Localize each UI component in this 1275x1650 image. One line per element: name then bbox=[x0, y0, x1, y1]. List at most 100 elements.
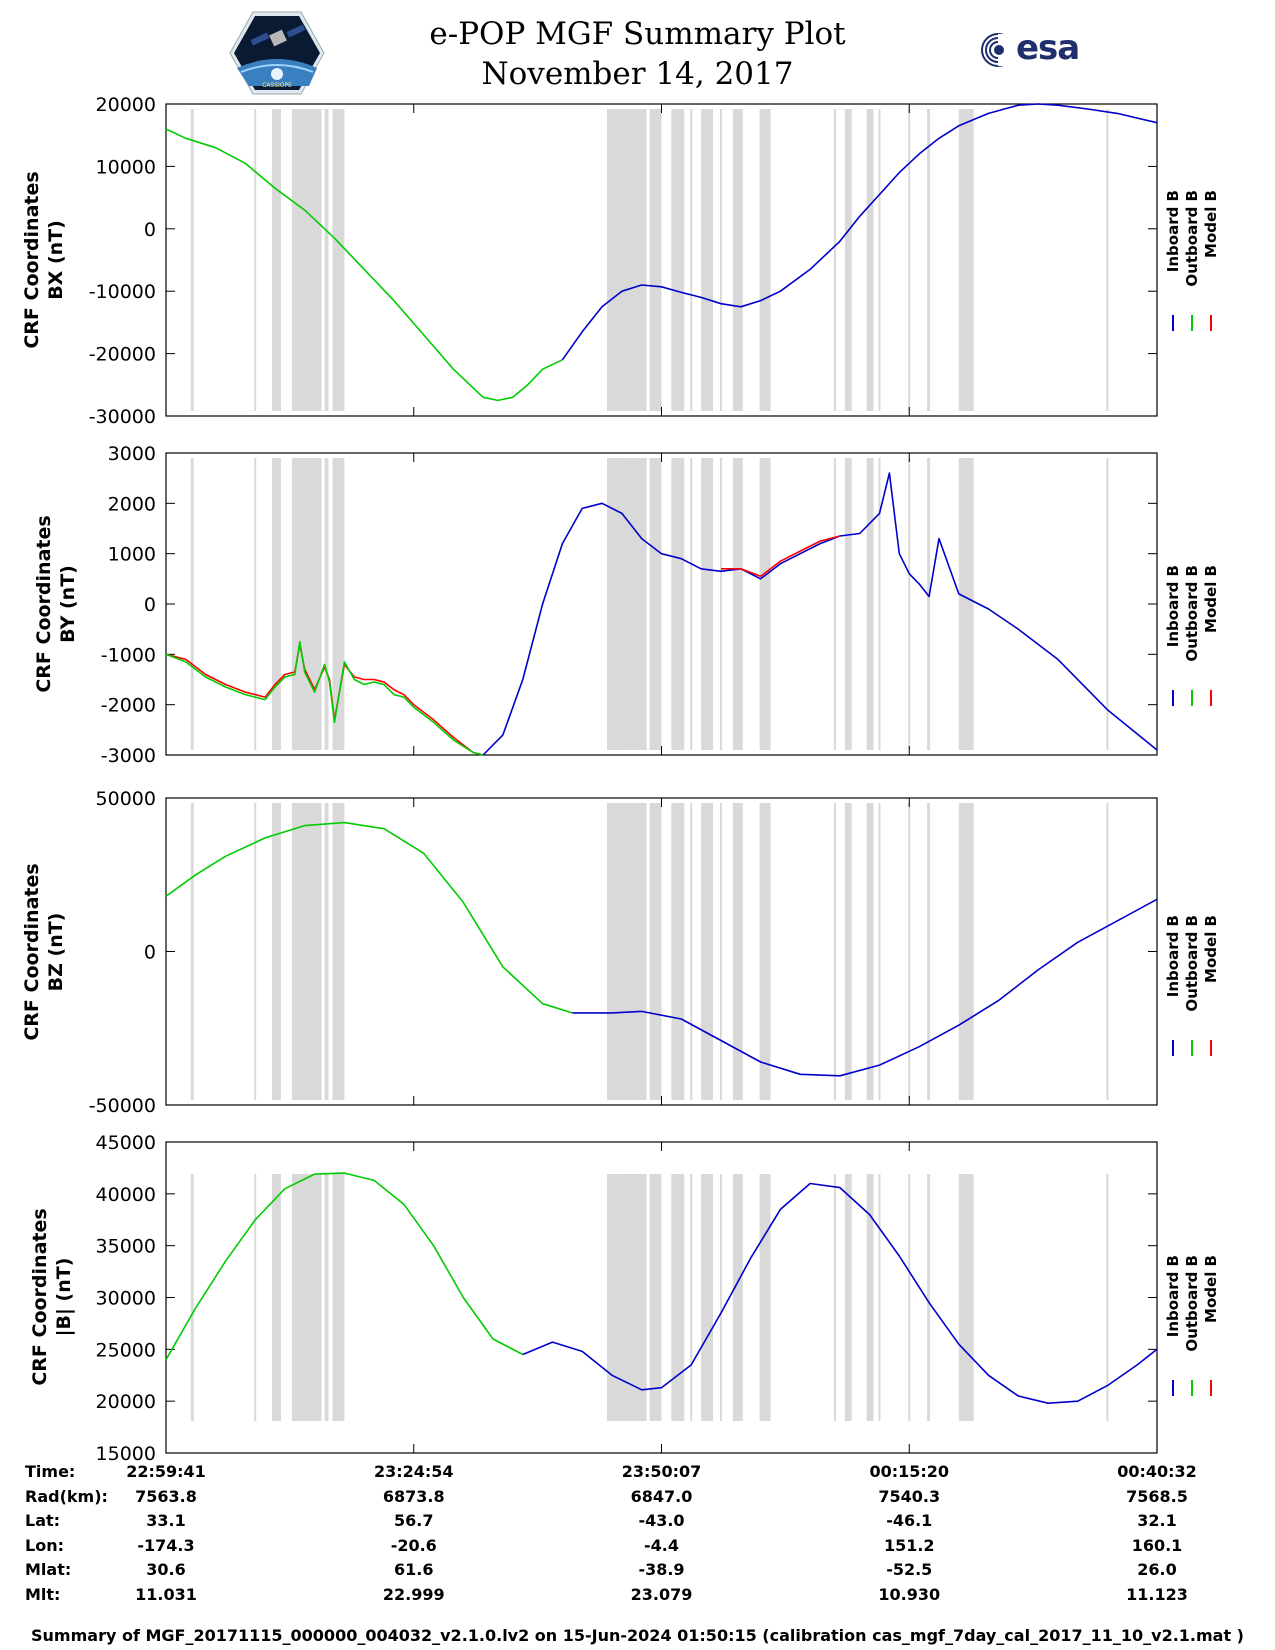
info-cell: 11.031 bbox=[135, 1584, 197, 1604]
y-axis-label-line1: CRF Coordinates bbox=[21, 863, 43, 1040]
info-cell: -43.0 bbox=[638, 1511, 685, 1530]
info-row-label: Lat: bbox=[25, 1511, 61, 1530]
plot-title-main: e-POP MGF Summary Plot bbox=[429, 16, 846, 52]
data-gap-band bbox=[272, 803, 281, 1100]
y-tick-label: -30000 bbox=[89, 406, 156, 428]
data-gap-band bbox=[190, 803, 194, 1100]
series-model-b-overlay bbox=[721, 535, 841, 578]
series-outboard-b bbox=[165, 1172, 524, 1361]
series-model-b bbox=[165, 643, 484, 756]
data-gap-band bbox=[649, 803, 662, 1100]
data-gap-band bbox=[866, 109, 874, 411]
y-tick-label: 1000 bbox=[108, 544, 156, 566]
plot-title-date: November 14, 2017 bbox=[481, 56, 794, 92]
data-gap-band bbox=[760, 109, 771, 411]
info-cell: 30.6 bbox=[146, 1560, 186, 1579]
y-axis-label-line1: CRF Coordinates bbox=[33, 515, 55, 692]
data-gap-band bbox=[844, 109, 852, 411]
data-gap-band bbox=[324, 803, 329, 1100]
y-tick-label: -1000 bbox=[101, 644, 156, 666]
cassiope-logo-text: CASSIOPE bbox=[262, 82, 292, 89]
panel-3: 50000 0 -50000 CRF Coordinates BZ (nT) Inboar… bbox=[21, 788, 1220, 1117]
series-inboard-b bbox=[522, 1182, 1158, 1404]
info-cell: 7563.8 bbox=[135, 1486, 197, 1506]
legend: Inboard B Outboard B Model B bbox=[1164, 565, 1220, 706]
y-tick-label: 20000 bbox=[96, 94, 156, 116]
info-cell: 22:59:41 bbox=[126, 1462, 206, 1481]
legend: Inboard B Outboard B Model B bbox=[1164, 1255, 1220, 1396]
data-gap-band bbox=[760, 803, 771, 1100]
data-gap-band bbox=[701, 803, 714, 1100]
data-gap-band bbox=[701, 109, 714, 411]
cassiope-satellite-logo: CASSIOPE bbox=[229, 10, 325, 96]
info-cell: 160.1 bbox=[1131, 1535, 1183, 1555]
legend: Inboard B Outboard B Model B bbox=[1164, 915, 1220, 1056]
data-gap-band bbox=[190, 109, 194, 411]
y-tick-label: 0 bbox=[144, 594, 156, 616]
info-cell: 00:15:20 bbox=[869, 1462, 950, 1481]
y-axis-label-line1: CRF Coordinates bbox=[21, 171, 43, 348]
info-row-label: Mlat: bbox=[25, 1560, 72, 1579]
data-gap-band bbox=[732, 109, 743, 411]
info-cell: -174.3 bbox=[137, 1535, 195, 1555]
legend-label: Inboard B bbox=[1164, 190, 1182, 272]
info-row-label: Lon: bbox=[25, 1535, 64, 1555]
info-cell: 61.6 bbox=[394, 1560, 434, 1579]
legend-label: Model B bbox=[1202, 915, 1220, 983]
info-cell: 23:50:07 bbox=[621, 1462, 702, 1481]
y-tick-label: -10000 bbox=[89, 281, 156, 303]
series-inboard-b bbox=[482, 472, 1158, 756]
info-cell: 7540.3 bbox=[878, 1486, 941, 1506]
data-gap-band bbox=[272, 1174, 281, 1421]
series-inboard-b bbox=[561, 103, 1158, 361]
info-cell: 23.079 bbox=[630, 1584, 693, 1604]
data-gap-band bbox=[701, 458, 714, 750]
data-gap-band bbox=[927, 803, 931, 1100]
y-tick-label: 15000 bbox=[96, 1443, 156, 1462]
info-cell: 23:24:54 bbox=[373, 1462, 454, 1481]
y-tick-label: 25000 bbox=[96, 1339, 156, 1361]
info-row-label: Rad(km): bbox=[25, 1486, 108, 1506]
info-cell: -4.4 bbox=[644, 1535, 679, 1555]
data-gap-band bbox=[332, 803, 345, 1100]
info-cell: 7568.5 bbox=[1126, 1486, 1188, 1506]
legend: Inboard B Outboard B Model B bbox=[1164, 190, 1220, 331]
legend-label: Outboard B bbox=[1183, 565, 1201, 662]
data-gap-band bbox=[958, 803, 974, 1100]
data-gap-band bbox=[866, 1174, 874, 1421]
legend-label: Outboard B bbox=[1183, 190, 1201, 287]
legend-label: Outboard B bbox=[1183, 915, 1201, 1012]
data-gap-band bbox=[190, 458, 194, 750]
info-row-label: Mlt: bbox=[25, 1584, 61, 1604]
data-gap-band bbox=[732, 803, 743, 1100]
panel-1: 20000 10000 0 -10000 -20000 -30000 CRF Coordin… bbox=[21, 94, 1220, 428]
data-gap-band bbox=[927, 458, 931, 750]
data-gap-band bbox=[272, 458, 281, 750]
data-gap-band bbox=[866, 803, 874, 1100]
data-gap-band bbox=[701, 1174, 714, 1421]
info-cell: 22.999 bbox=[382, 1584, 445, 1604]
series-outboard-b bbox=[165, 640, 484, 756]
data-gap-band bbox=[760, 1174, 771, 1421]
y-tick-label: -20000 bbox=[89, 344, 156, 366]
info-cell: 6847.0 bbox=[630, 1486, 693, 1506]
y-tick-label: 3000 bbox=[108, 443, 156, 465]
data-gap-band bbox=[332, 109, 345, 411]
panel-4: 45000 40000 35000 30000 25000 20000 15000 CRF C… bbox=[29, 1132, 1220, 1462]
data-gap-band bbox=[927, 1174, 931, 1421]
y-axis-label-line1: CRF Coordinates bbox=[29, 1208, 51, 1385]
series-outboard-b bbox=[165, 821, 573, 1014]
y-axis-label-line2: BX (nT) bbox=[45, 220, 67, 300]
data-gap-band bbox=[671, 803, 685, 1100]
y-tick-label: 40000 bbox=[96, 1184, 156, 1206]
info-cell: -20.6 bbox=[390, 1535, 437, 1555]
data-gap-band bbox=[324, 109, 329, 411]
y-axis-label-line2: |B| (nT) bbox=[53, 1258, 75, 1337]
info-cell: -52.5 bbox=[886, 1560, 933, 1579]
y-tick-label: -2000 bbox=[101, 695, 156, 717]
y-axis-label-line2: BZ (nT) bbox=[45, 913, 67, 992]
info-cell: -46.1 bbox=[886, 1511, 933, 1530]
info-cell: 00:40:32 bbox=[1117, 1462, 1197, 1481]
info-cell: 11.123 bbox=[1126, 1584, 1188, 1604]
y-tick-label: 10000 bbox=[96, 156, 156, 178]
